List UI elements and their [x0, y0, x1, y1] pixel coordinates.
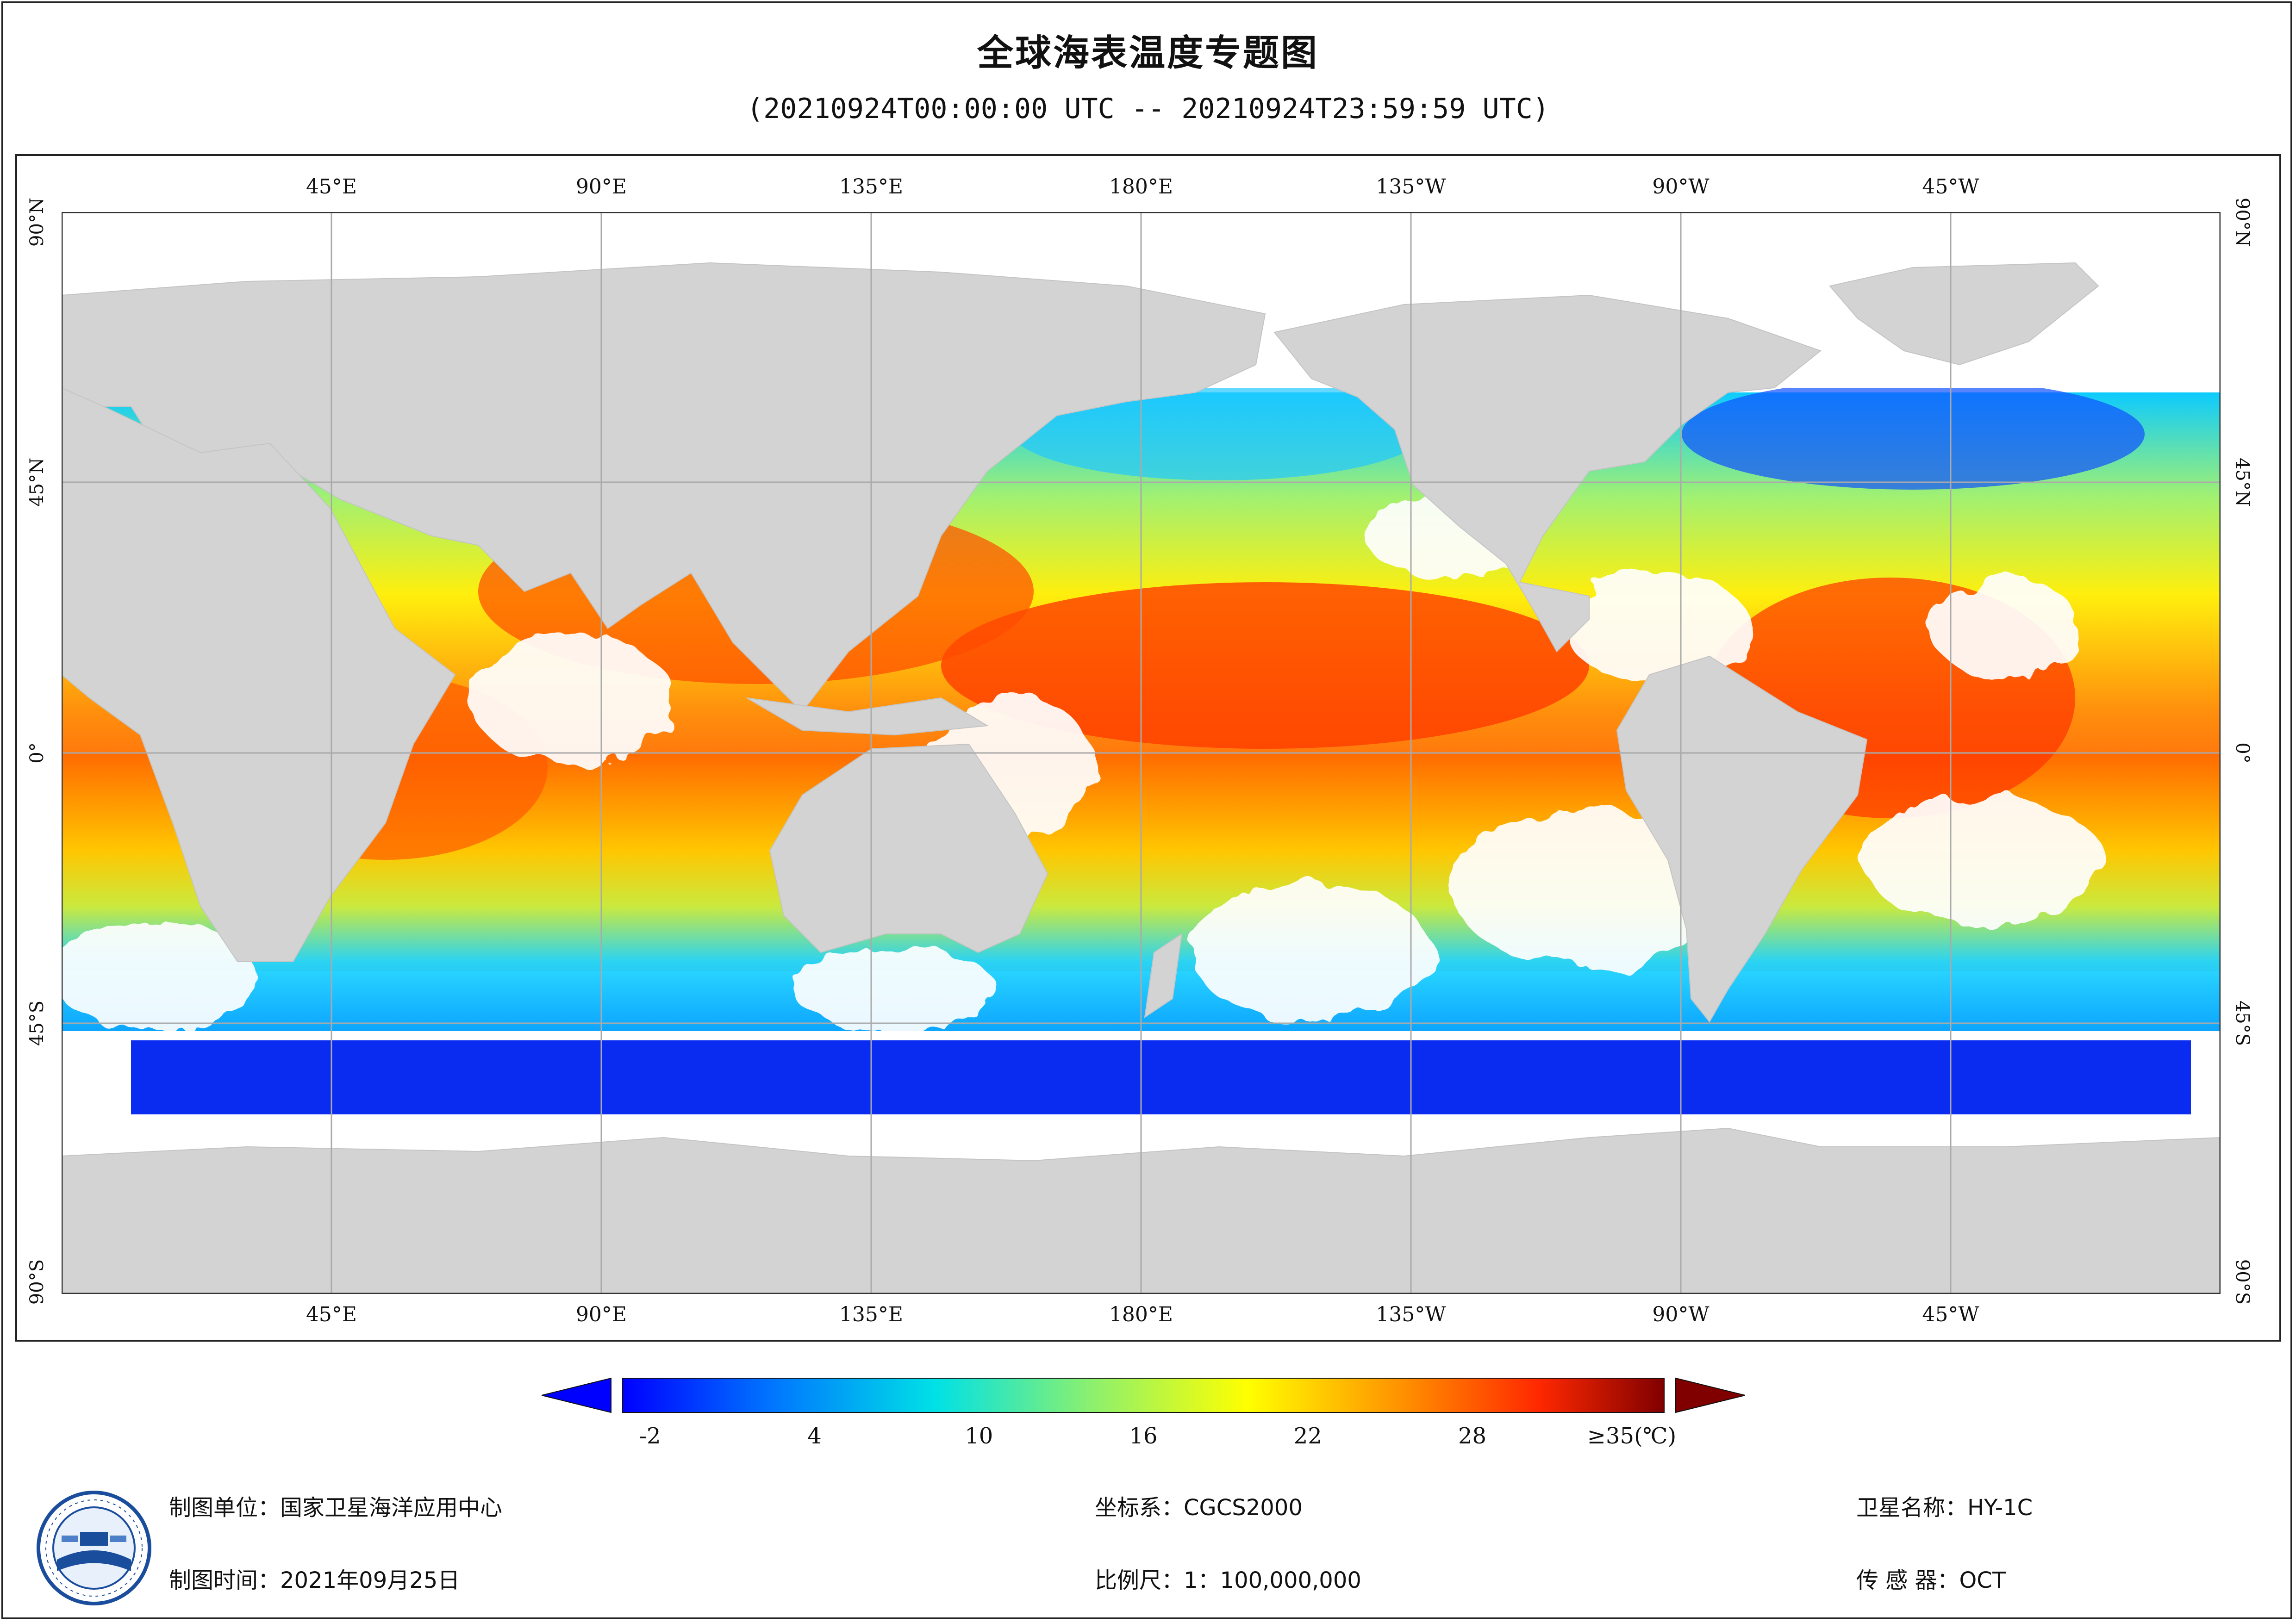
lon-label-top: 45°W [1922, 175, 1979, 199]
lon-label-bottom: 135°W [1376, 1303, 1446, 1326]
lon-label-bottom: 90°E [575, 1303, 627, 1326]
map-title: 全球海表温度专题图 [977, 32, 1319, 74]
lon-label-bottom: 135°E [839, 1303, 904, 1326]
lon-label-top: 135°E [839, 175, 904, 199]
map-border [62, 212, 2221, 1294]
lon-label-bottom: 45°E [306, 1303, 357, 1326]
sst-colorbar [542, 1377, 1745, 1413]
map-frame [15, 154, 2281, 1342]
lon-label-top: 180°E [1109, 175, 1173, 199]
south-america [1616, 655, 1868, 1023]
graticule [62, 212, 2221, 1294]
indonesia [746, 697, 989, 736]
lon-label-top: 135°W [1376, 175, 1446, 199]
sensor-name: 传 感 器：OCT [1856, 1567, 2006, 1593]
lon-label-bottom: 90°W [1652, 1303, 1710, 1326]
lon-label-bottom: 180°E [1109, 1303, 1173, 1326]
new-zealand [1144, 933, 1183, 1019]
lon-label-bottom: 45°W [1922, 1303, 1979, 1326]
colorbar-tick-label: 28 [1458, 1423, 1487, 1449]
lon-label-top: 90°E [575, 175, 627, 199]
nsoas-logo [37, 1491, 151, 1605]
colorbar-tick-label: ≥35(℃) [1587, 1423, 1677, 1449]
southern-ocean-band [131, 1040, 2191, 1114]
lat-label-left: 45°S [26, 1000, 48, 1046]
colorbar-tick-label: 4 [807, 1423, 822, 1449]
coordinate-system: 坐标系：CGCS2000 [1095, 1495, 1303, 1521]
colorbar-tick-label: -2 [639, 1423, 661, 1449]
lat-label-left: 0° [26, 742, 48, 764]
colorbar-min-arrow [542, 1377, 611, 1413]
lat-label-right: 45°N [2232, 458, 2253, 507]
colorbar-gradient [622, 1378, 1665, 1413]
lon-label-top: 90°W [1652, 175, 1710, 199]
lon-label-top: 45°E [306, 175, 357, 199]
lat-label-left: 45°N [26, 458, 48, 507]
colorbar-tick-label: 16 [1129, 1423, 1158, 1449]
map-scale: 比例尺：1：100,000,000 [1095, 1567, 1361, 1593]
producer-info: 制图单位：国家卫星海洋应用中心 [169, 1495, 503, 1521]
africa [62, 387, 456, 962]
lat-label-right: 90°N [2232, 198, 2253, 247]
australia [769, 743, 1048, 953]
colorbar-tick-label: 10 [965, 1423, 993, 1449]
lat-label-right: 90°S [2232, 1259, 2253, 1305]
colorbar-max-arrow [1675, 1377, 1745, 1413]
lat-label-right: 45°S [2232, 1000, 2253, 1046]
lat-label-left: 90°N [26, 198, 48, 247]
satellite-name: 卫星名称：HY-1C [1856, 1495, 2033, 1521]
lat-label-left: 90°S [26, 1259, 48, 1305]
greenland [1829, 262, 2099, 366]
production-date: 制图时间：2021年09月25日 [169, 1567, 460, 1593]
sst-map [62, 212, 2221, 1294]
time-range-subtitle: (20210924T00:00:00 UTC -- 20210924T23:59… [747, 93, 1549, 125]
colorbar-tick-label: 22 [1293, 1423, 1322, 1449]
lat-label-right: 0° [2232, 742, 2253, 764]
